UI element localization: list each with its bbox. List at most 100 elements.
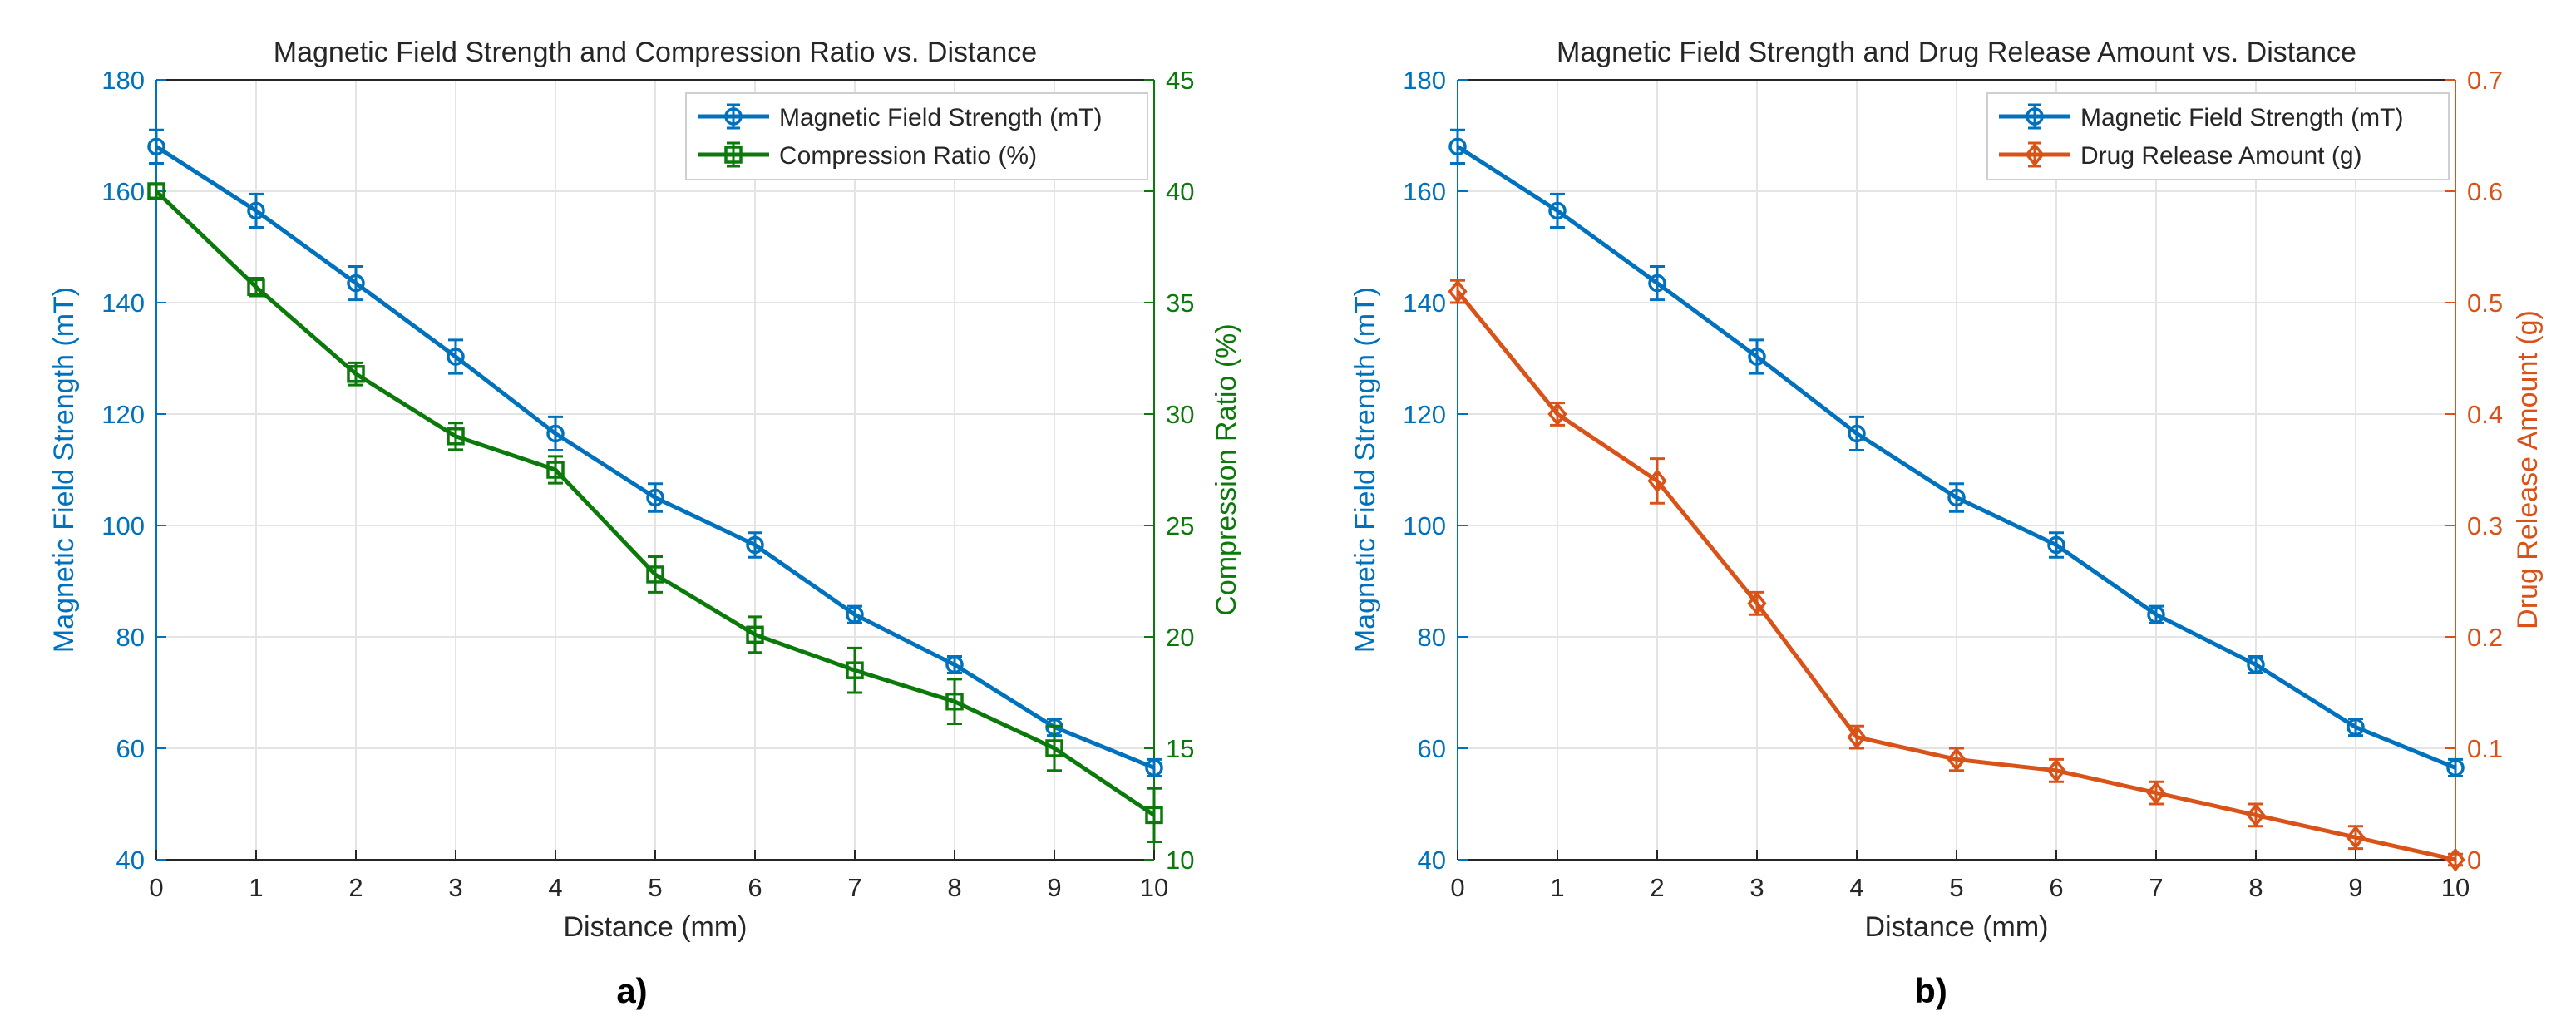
data-point [1947, 747, 1967, 772]
legend-entry: Drug Release Amount (g) [1999, 141, 2362, 170]
left-y-tick-label: 120 [101, 400, 145, 429]
data-point [247, 278, 265, 296]
x-tick-label: 8 [2248, 873, 2263, 902]
data-point [2047, 535, 2065, 555]
chart-panel-b: 0 1 2 3 4 5 6 7 8 9 10 40 60 80 100 120 140 160 180 0 0.1 0.2… [1350, 37, 2544, 1010]
data-point [846, 661, 864, 679]
legend-label: Magnetic Field Strength (mT) [2080, 104, 2403, 131]
left-y-tick-label: 40 [1418, 846, 1446, 875]
data-point [2446, 758, 2465, 777]
right-y-axis-label: Drug Release Amount (g) [2512, 310, 2544, 629]
data-point [1847, 725, 1867, 750]
right-y-tick-label: 0.2 [2467, 623, 2503, 652]
legend-label: Compression Ratio (%) [779, 142, 1037, 170]
x-tick-label: 3 [448, 873, 462, 902]
legend-marker [724, 146, 743, 164]
x-tick-label: 1 [249, 873, 263, 902]
x-tick-label: 4 [548, 873, 562, 902]
legend-label: Drug Release Amount (g) [2080, 142, 2362, 170]
data-point [1647, 468, 1667, 493]
left-y-tick-label: 60 [116, 734, 145, 763]
legend: Magnetic Field Strength (mT) Drug Release… [1986, 92, 2450, 180]
x-tick-label: 3 [1749, 873, 1764, 902]
legend-box [1986, 92, 2450, 180]
data-point [1947, 488, 1966, 507]
x-tick-label: 10 [2441, 873, 2470, 902]
right-y-tick-label: 30 [1166, 400, 1194, 429]
data-point [945, 692, 964, 711]
data-point [247, 201, 265, 220]
data-point [2146, 781, 2166, 806]
data-point [1648, 274, 1666, 293]
data-point [347, 365, 365, 383]
right-y-tick-label: 20 [1166, 623, 1194, 652]
legend-marker [724, 107, 743, 126]
x-tick-label: 1 [1550, 873, 1564, 902]
data-point [646, 488, 664, 507]
right-y-tick-label: 0 [2467, 846, 2481, 875]
data-point [846, 605, 864, 624]
data-point [2247, 655, 2265, 674]
data-point [1448, 137, 1467, 156]
left-y-tick-label: 60 [1418, 734, 1446, 763]
data-point [2046, 758, 2066, 783]
x-tick-label: 10 [1140, 873, 1168, 902]
left-y-tick-label: 180 [1403, 66, 1446, 95]
data-point [447, 427, 465, 446]
left-y-tick-label: 40 [116, 846, 145, 875]
data-point [347, 274, 365, 293]
chart-title: Magnetic Field Strength and Drug Release… [1557, 37, 2356, 68]
x-tick-label: 7 [847, 873, 861, 902]
x-tick-label: 0 [149, 873, 163, 902]
right-y-tick-label: 10 [1166, 846, 1194, 875]
left-y-tick-label: 100 [1403, 511, 1446, 540]
left-y-tick-label: 140 [101, 289, 145, 318]
legend: Magnetic Field Strength (mT) Compression … [685, 92, 1148, 180]
left-y-axis-label: Magnetic Field Strength (mT) [1350, 287, 1381, 653]
panel-label: b) [1914, 971, 1947, 1010]
legend-label: Magnetic Field Strength (mT) [779, 104, 1102, 131]
x-tick-label: 2 [348, 873, 363, 902]
left-y-tick-label: 80 [116, 623, 145, 652]
right-y-tick-label: 0.3 [2467, 511, 2503, 540]
data-point [1748, 348, 1766, 366]
left-y-tick-label: 80 [1418, 623, 1446, 652]
data-point [2147, 605, 2165, 624]
right-y-tick-label: 0.1 [2467, 734, 2503, 763]
left-y-tick-label: 160 [1403, 177, 1446, 206]
x-tick-label: 6 [2049, 873, 2063, 902]
data-point [546, 424, 565, 443]
data-point [646, 565, 664, 584]
x-tick-label: 9 [1047, 873, 1061, 902]
x-tick-label: 2 [1650, 873, 1664, 902]
right-y-tick-label: 40 [1166, 177, 1194, 206]
x-axis-label: Distance (mm) [563, 911, 747, 943]
left-y-tick-label: 120 [1403, 400, 1446, 429]
right-y-tick-label: 45 [1166, 66, 1194, 95]
left-y-axis-label: Magnetic Field Strength (mT) [48, 287, 80, 653]
data-point [447, 348, 465, 366]
right-y-axis-label: Compression Ratio (%) [1211, 323, 1242, 615]
data-point [2347, 718, 2365, 737]
legend-entry: Compression Ratio (%) [698, 141, 1037, 170]
right-y-tick-label: 0.5 [2467, 289, 2503, 318]
x-tick-label: 7 [2149, 873, 2163, 902]
x-tick-label: 5 [1949, 873, 1963, 902]
data-point [546, 461, 565, 479]
legend-marker [2025, 142, 2045, 167]
right-y-tick-label: 35 [1166, 289, 1194, 318]
chart-title: Magnetic Field Strength and Compression … [274, 37, 1037, 68]
chart-panel-a: 0 1 2 3 4 5 6 7 8 9 104060801001201401601801015202… [48, 37, 1242, 1010]
data-point [2246, 802, 2266, 827]
data-point [1045, 739, 1063, 757]
right-y-tick-label: 0.7 [2467, 66, 2503, 95]
x-tick-label: 5 [648, 873, 662, 902]
x-tick-label: 4 [1849, 873, 1863, 902]
legend-entry: Magnetic Field Strength (mT) [1999, 103, 2403, 131]
data-point [1548, 201, 1567, 220]
left-y-tick-label: 160 [101, 177, 145, 206]
x-axis-label: Distance (mm) [1864, 911, 2048, 943]
right-y-tick-label: 0.4 [2467, 400, 2503, 429]
left-y-tick-label: 180 [101, 66, 145, 95]
